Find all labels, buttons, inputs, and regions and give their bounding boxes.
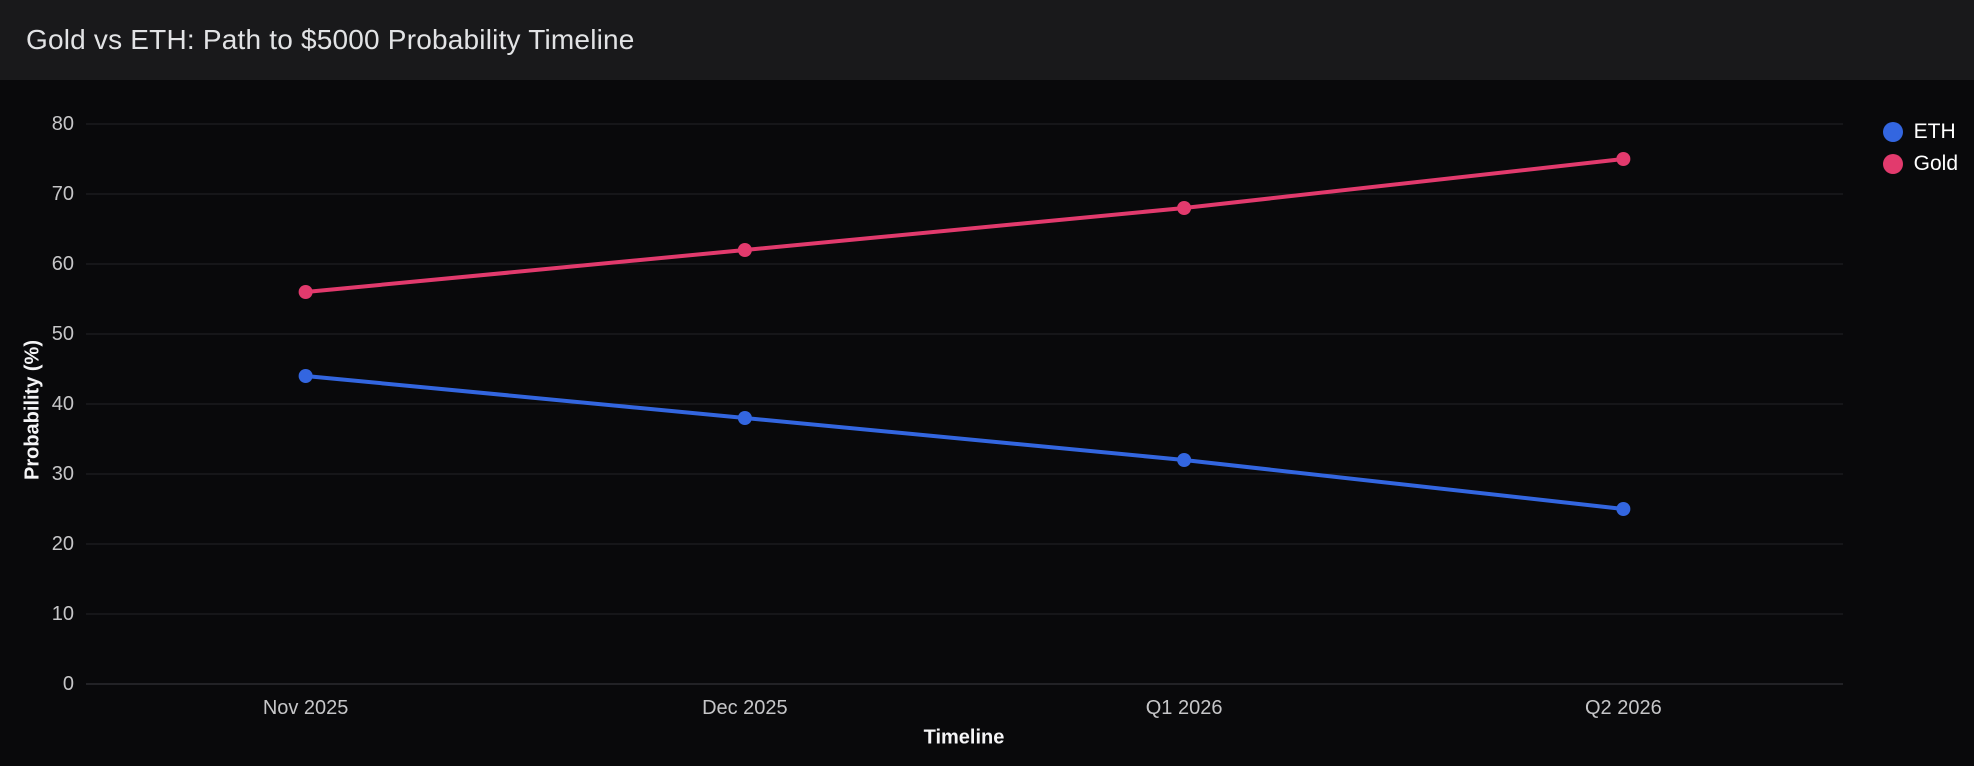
series-line-eth bbox=[303, 374, 1626, 511]
data-point-eth-0[interactable] bbox=[298, 369, 313, 383]
y-tick-label: 80 bbox=[52, 113, 74, 135]
y-tick-label: 60 bbox=[52, 253, 74, 275]
y-tick-label: 40 bbox=[52, 393, 74, 415]
y-tick-label: 70 bbox=[52, 183, 74, 205]
y-tick-label: 10 bbox=[52, 603, 74, 625]
x-tick-label: Q1 2026 bbox=[1146, 697, 1223, 719]
y-tick-label: 0 bbox=[63, 673, 74, 695]
data-point-gold-1[interactable] bbox=[737, 243, 752, 257]
series-line-gold bbox=[303, 157, 1626, 294]
legend-label-gold: Gold bbox=[1913, 152, 1958, 175]
data-point-eth-3[interactable] bbox=[1616, 502, 1631, 516]
x-tick-label: Q2 2026 bbox=[1585, 697, 1662, 719]
eth-series-swatch-icon bbox=[1882, 122, 1903, 142]
y-tick-label: 30 bbox=[52, 463, 74, 485]
chart-title: Gold vs ETH: Path to $5000 Probability T… bbox=[26, 24, 635, 55]
data-point-eth-2[interactable] bbox=[1177, 453, 1192, 467]
data-point-gold-3[interactable] bbox=[1616, 152, 1631, 166]
legend-item-gold[interactable]: Gold bbox=[1882, 152, 1958, 176]
y-tick-label: 50 bbox=[52, 323, 74, 345]
data-point-gold-2[interactable] bbox=[1177, 201, 1192, 215]
x-tick-label: Dec 2025 bbox=[702, 697, 788, 719]
legend: ETH Gold bbox=[1882, 120, 1958, 176]
gold-series-swatch-icon bbox=[1882, 154, 1903, 174]
title-bar: Gold vs ETH: Path to $5000 Probability T… bbox=[0, 0, 1974, 80]
legend-label-eth: ETH bbox=[1913, 120, 1956, 143]
data-point-gold-0[interactable] bbox=[298, 285, 313, 299]
y-axis-title: Probability (%) bbox=[21, 339, 44, 481]
y-tick-label: 20 bbox=[52, 533, 74, 555]
data-point-eth-1[interactable] bbox=[737, 411, 752, 425]
x-axis-title: Timeline bbox=[923, 726, 1005, 749]
x-tick-label: Nov 2025 bbox=[263, 697, 349, 719]
legend-item-eth[interactable]: ETH bbox=[1882, 120, 1956, 144]
